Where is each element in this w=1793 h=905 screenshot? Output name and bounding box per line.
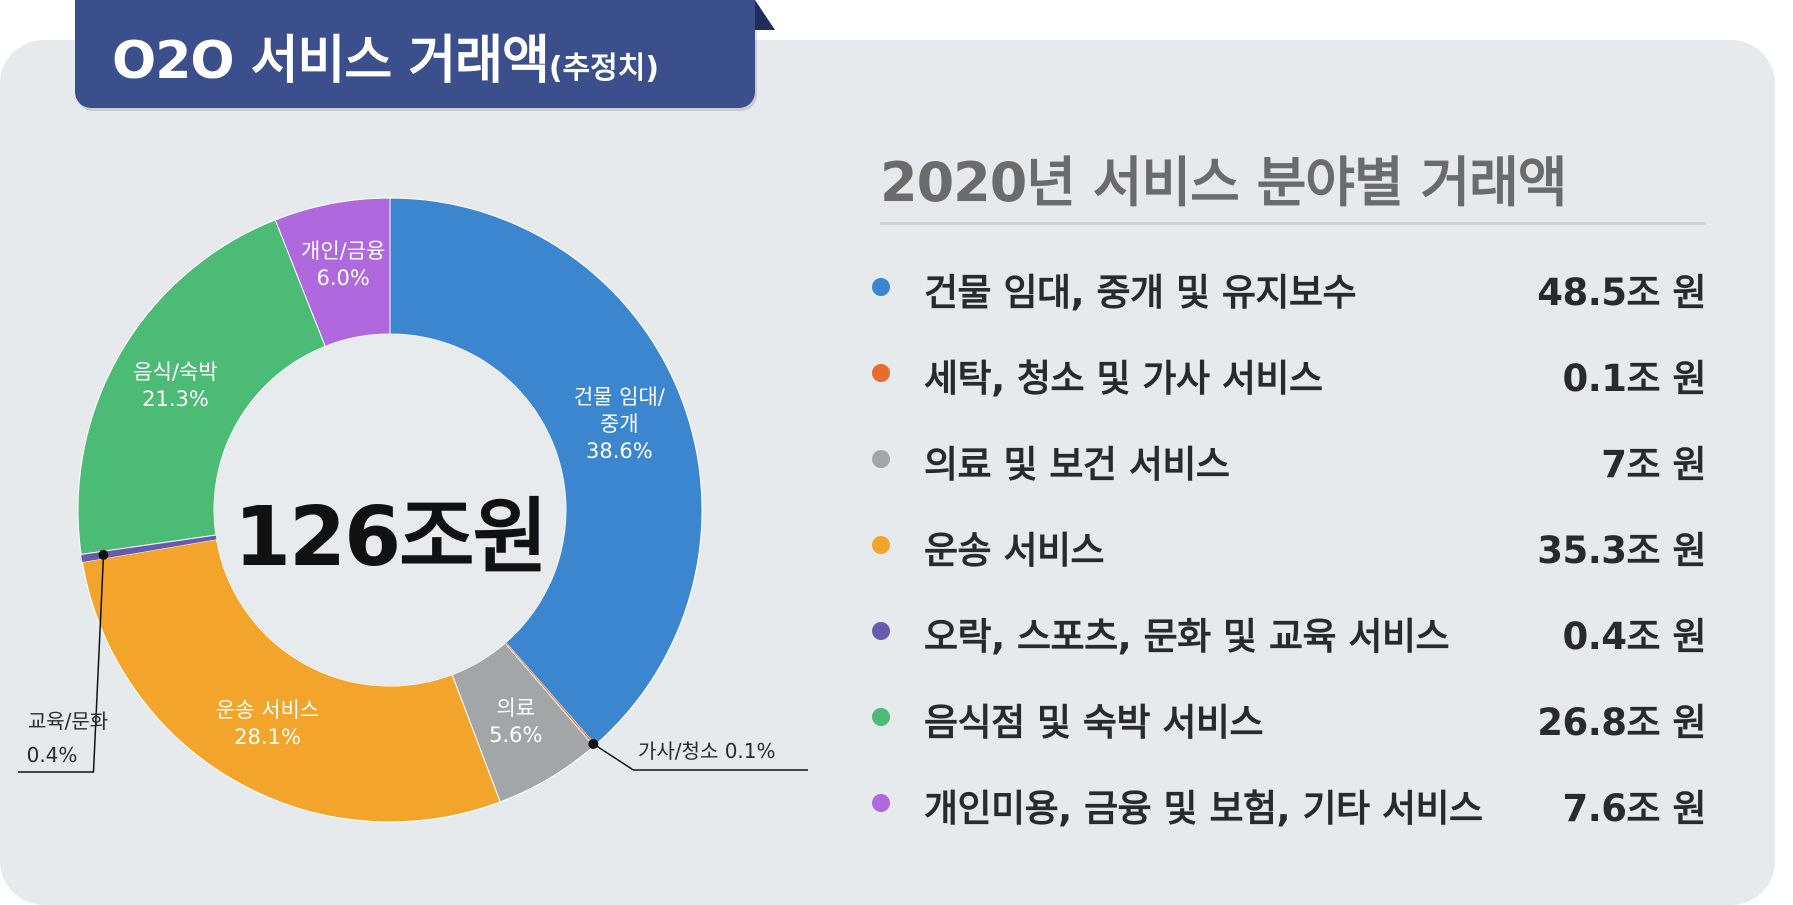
legend-value: 7조 원: [1601, 443, 1706, 486]
donut-hole: [214, 334, 566, 686]
slice-label-6-line-0: 개인/금융: [301, 239, 385, 263]
legend-dot: [872, 536, 890, 554]
legend-value: 0.4조 원: [1562, 615, 1706, 658]
legend-item: 건물 임대, 중개 및 유지보수 48.5조 원: [872, 256, 1706, 342]
slice-label-1-line-0: 가사/청소 0.1%: [638, 739, 776, 763]
legend-value: 26.8조 원: [1537, 701, 1706, 744]
slice-label-0-line-2: 38.6%: [586, 439, 653, 463]
slice-label-2-line-0: 의료: [496, 696, 535, 720]
donut-center-total: 126조원: [233, 490, 548, 585]
legend-label: 건물 임대, 중개 및 유지보수: [924, 271, 1357, 314]
slice-label-4-line-1: 0.4%: [27, 743, 78, 767]
legend-item: 운송 서비스 35.3조 원: [872, 514, 1706, 600]
legend-value: 0.1조 원: [1562, 357, 1706, 400]
legend-value: 48.5조 원: [1537, 271, 1706, 314]
legend-title-divider: [880, 222, 1706, 225]
slice-label-4-line-0: 교육/문화: [28, 709, 108, 733]
legend-dot: [872, 364, 890, 382]
legend-dot: [872, 278, 890, 296]
slice-label-3-line-1: 28.1%: [234, 725, 301, 749]
legend-item: 의료 및 보건 서비스 7조 원: [872, 428, 1706, 514]
slice-label-6-line-1: 6.0%: [317, 266, 370, 290]
slice-label-3-line-0: 운송 서비스: [216, 698, 319, 722]
legend-item: 오락, 스포츠, 문화 및 교육 서비스 0.4조 원: [872, 600, 1706, 686]
legend-dot: [872, 794, 890, 812]
slice-label-5-line-1: 21.3%: [142, 387, 209, 411]
callout-line-4: [18, 554, 105, 773]
title-tab-fold: [755, 0, 775, 30]
legend-label: 의료 및 보건 서비스: [924, 443, 1230, 486]
title-tab: [75, 0, 755, 108]
header-title-note: (추정치): [548, 51, 660, 86]
legend-dot: [872, 708, 890, 726]
legend-value: 7.6조 원: [1562, 787, 1706, 830]
donut-slice-1: [505, 642, 596, 747]
legend-dot: [872, 622, 890, 640]
slice-label-0-line-0: 건물 임대/: [574, 385, 666, 409]
legend-label: 개인미용, 금융 및 보험, 기타 서비스: [924, 787, 1483, 830]
legend-label: 음식점 및 숙박 서비스: [924, 701, 1264, 744]
legend-label: 세탁, 청소 및 가사 서비스: [924, 357, 1323, 400]
header-title-main: O2O 서비스 거래액: [112, 31, 550, 91]
legend-title: 2020년 서비스 분야별 거래액: [880, 151, 1567, 214]
donut-slice-4: [81, 535, 217, 563]
legend-item: 음식점 및 숙박 서비스 26.8조 원: [872, 686, 1706, 772]
legend-item: 개인미용, 금융 및 보험, 기타 서비스 7.6조 원: [872, 772, 1706, 858]
chart-header-title: O2O 서비스 거래액(추정치): [112, 18, 659, 93]
slice-label-5-line-0: 음식/숙박: [133, 360, 217, 384]
legend-value: 35.3조 원: [1537, 529, 1706, 572]
callout-line-1: [592, 743, 808, 771]
slice-label-2-line-1: 5.6%: [489, 723, 542, 747]
slice-label-0-line-1: 중개: [600, 412, 639, 436]
legend-dot: [872, 450, 890, 468]
legend-label: 운송 서비스: [924, 529, 1105, 572]
legend-label: 오락, 스포츠, 문화 및 교육 서비스: [924, 615, 1450, 658]
legend-item: 세탁, 청소 및 가사 서비스 0.1조 원: [872, 342, 1706, 428]
